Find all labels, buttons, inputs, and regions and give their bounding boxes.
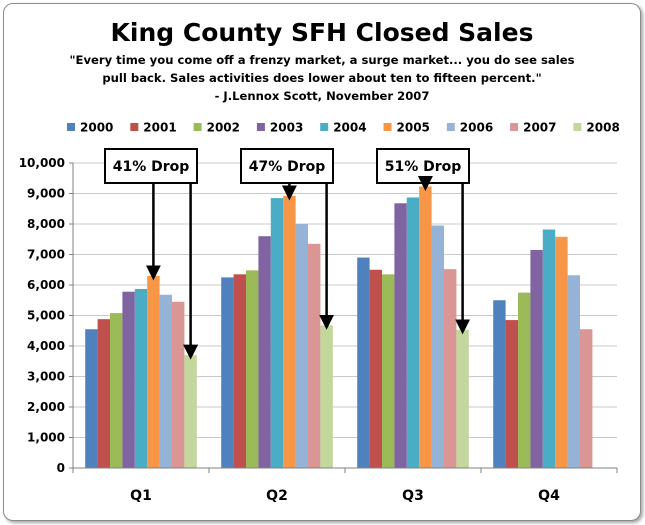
y-tick-label: 9,000 bbox=[27, 187, 65, 201]
bar-2002-Q2 bbox=[246, 270, 259, 468]
legend-swatch-2008 bbox=[573, 123, 582, 131]
bar-2005-Q3 bbox=[419, 186, 432, 469]
legend-swatch-2007 bbox=[510, 123, 519, 131]
annotation-label: 47% Drop bbox=[249, 159, 326, 175]
legend-swatch-2005 bbox=[383, 123, 392, 131]
x-tick-label-Q2: Q2 bbox=[266, 488, 288, 504]
legend-swatch-2001 bbox=[130, 123, 139, 131]
bar-2004-Q4 bbox=[542, 229, 556, 468]
bars bbox=[85, 186, 593, 469]
annotation-Q1: 41% Drop bbox=[104, 148, 199, 360]
quote-attribution: - J.Lennox Scott, November 2007 bbox=[215, 89, 430, 103]
bar-2003-Q3 bbox=[394, 203, 407, 468]
annotation-box bbox=[104, 148, 198, 184]
chart-title: King County SFH Closed Sales bbox=[111, 18, 534, 47]
bar-2000-Q3 bbox=[357, 257, 370, 468]
bar-2004-Q1 bbox=[134, 288, 148, 468]
y-tick-label: 5,000 bbox=[27, 309, 65, 323]
legend-label-2007: 2007 bbox=[523, 121, 556, 135]
bar-2002-Q1 bbox=[110, 313, 123, 468]
bar-2000-Q2 bbox=[221, 277, 234, 468]
legend-swatch-2004 bbox=[320, 123, 329, 131]
bar-2004-Q3 bbox=[406, 197, 420, 468]
quote-line-2: pull back. Sales activities does lower a… bbox=[102, 71, 541, 85]
bar-2001-Q1 bbox=[97, 319, 110, 468]
category-labels: Q1 Q2 Q3 Q4 bbox=[130, 488, 560, 504]
bar-2005-Q1 bbox=[147, 275, 160, 468]
legend-label-2006: 2006 bbox=[460, 121, 493, 135]
legend-label-2002: 2002 bbox=[207, 121, 240, 135]
legend-swatch-2000 bbox=[67, 123, 75, 131]
bar-2005-Q4 bbox=[555, 236, 568, 468]
y-tick-label: 1,000 bbox=[27, 431, 65, 445]
x-tick-label-Q1: Q1 bbox=[130, 488, 152, 504]
bar-2004-Q2 bbox=[270, 198, 284, 468]
annotation-Q2: 47% Drop bbox=[240, 148, 335, 330]
bar-2002-Q4 bbox=[518, 292, 531, 468]
legend-swatch-2003 bbox=[256, 123, 265, 131]
annotation-Q3: 51% Drop bbox=[376, 148, 471, 335]
bar-2003-Q2 bbox=[258, 236, 271, 468]
x-tick-label-Q4: Q4 bbox=[538, 488, 560, 504]
axes bbox=[72, 163, 618, 473]
bar-2003-Q4 bbox=[530, 249, 543, 468]
bar-2006-Q2 bbox=[295, 224, 308, 468]
legend-label-2005: 2005 bbox=[397, 121, 430, 135]
annotation-label: 41% Drop bbox=[113, 159, 190, 175]
bar-2003-Q1 bbox=[122, 291, 135, 468]
legend-label-2004: 2004 bbox=[333, 121, 366, 135]
annotation-box bbox=[240, 148, 334, 184]
legend-swatch-2002 bbox=[193, 123, 202, 131]
bar-2007-Q2 bbox=[308, 243, 321, 468]
bar-2001-Q3 bbox=[369, 269, 382, 468]
y-tick-label: 2,000 bbox=[27, 400, 65, 414]
bar-2001-Q2 bbox=[233, 274, 246, 468]
annotation-label: 51% Drop bbox=[385, 159, 462, 175]
quote-line-1: "Every time you come off a frenzy market… bbox=[69, 53, 574, 67]
legend-label-2008: 2008 bbox=[586, 121, 619, 135]
bar-2002-Q3 bbox=[382, 274, 395, 468]
bar-2005-Q2 bbox=[283, 195, 296, 468]
bar-2001-Q4 bbox=[505, 320, 518, 468]
y-tick-label: 7,000 bbox=[27, 248, 65, 262]
x-tick-label-Q3: Q3 bbox=[402, 488, 424, 504]
y-tick-label: 0 bbox=[57, 461, 65, 475]
bar-2007-Q4 bbox=[580, 329, 593, 468]
y-axis-ticks: 0 1,000 2,000 3,000 4,000 5,000 6,000 7,000 8,00… bbox=[19, 156, 73, 475]
bar-2007-Q3 bbox=[444, 269, 457, 468]
bar-2000-Q1 bbox=[85, 329, 98, 468]
y-tick-label: 6,000 bbox=[27, 278, 65, 292]
legend-swatch-2006 bbox=[446, 123, 455, 131]
legend-label-2000: 2000 bbox=[80, 121, 113, 135]
bar-2007-Q1 bbox=[172, 301, 185, 468]
y-tick-label: 4,000 bbox=[27, 339, 65, 353]
bar-2000-Q4 bbox=[493, 300, 506, 468]
bar-2008-Q1 bbox=[184, 355, 197, 468]
bar-2006-Q3 bbox=[431, 225, 444, 468]
bar-2008-Q3 bbox=[456, 329, 469, 468]
legend: 2000 2001 2002 2003 2004 2005 2006 2007 2008 bbox=[67, 121, 620, 135]
bar-2006-Q1 bbox=[159, 294, 172, 468]
bar-2006-Q4 bbox=[567, 275, 580, 468]
bar-2008-Q2 bbox=[320, 325, 333, 468]
legend-label-2003: 2003 bbox=[270, 121, 303, 135]
y-tick-label: 3,000 bbox=[27, 370, 65, 384]
y-tick-label: 8,000 bbox=[27, 217, 65, 231]
legend-label-2001: 2001 bbox=[143, 121, 176, 135]
annotations: 41% Drop 47% Drop 51% Drop bbox=[104, 148, 471, 360]
y-tick-label: 10,000 bbox=[19, 156, 65, 170]
